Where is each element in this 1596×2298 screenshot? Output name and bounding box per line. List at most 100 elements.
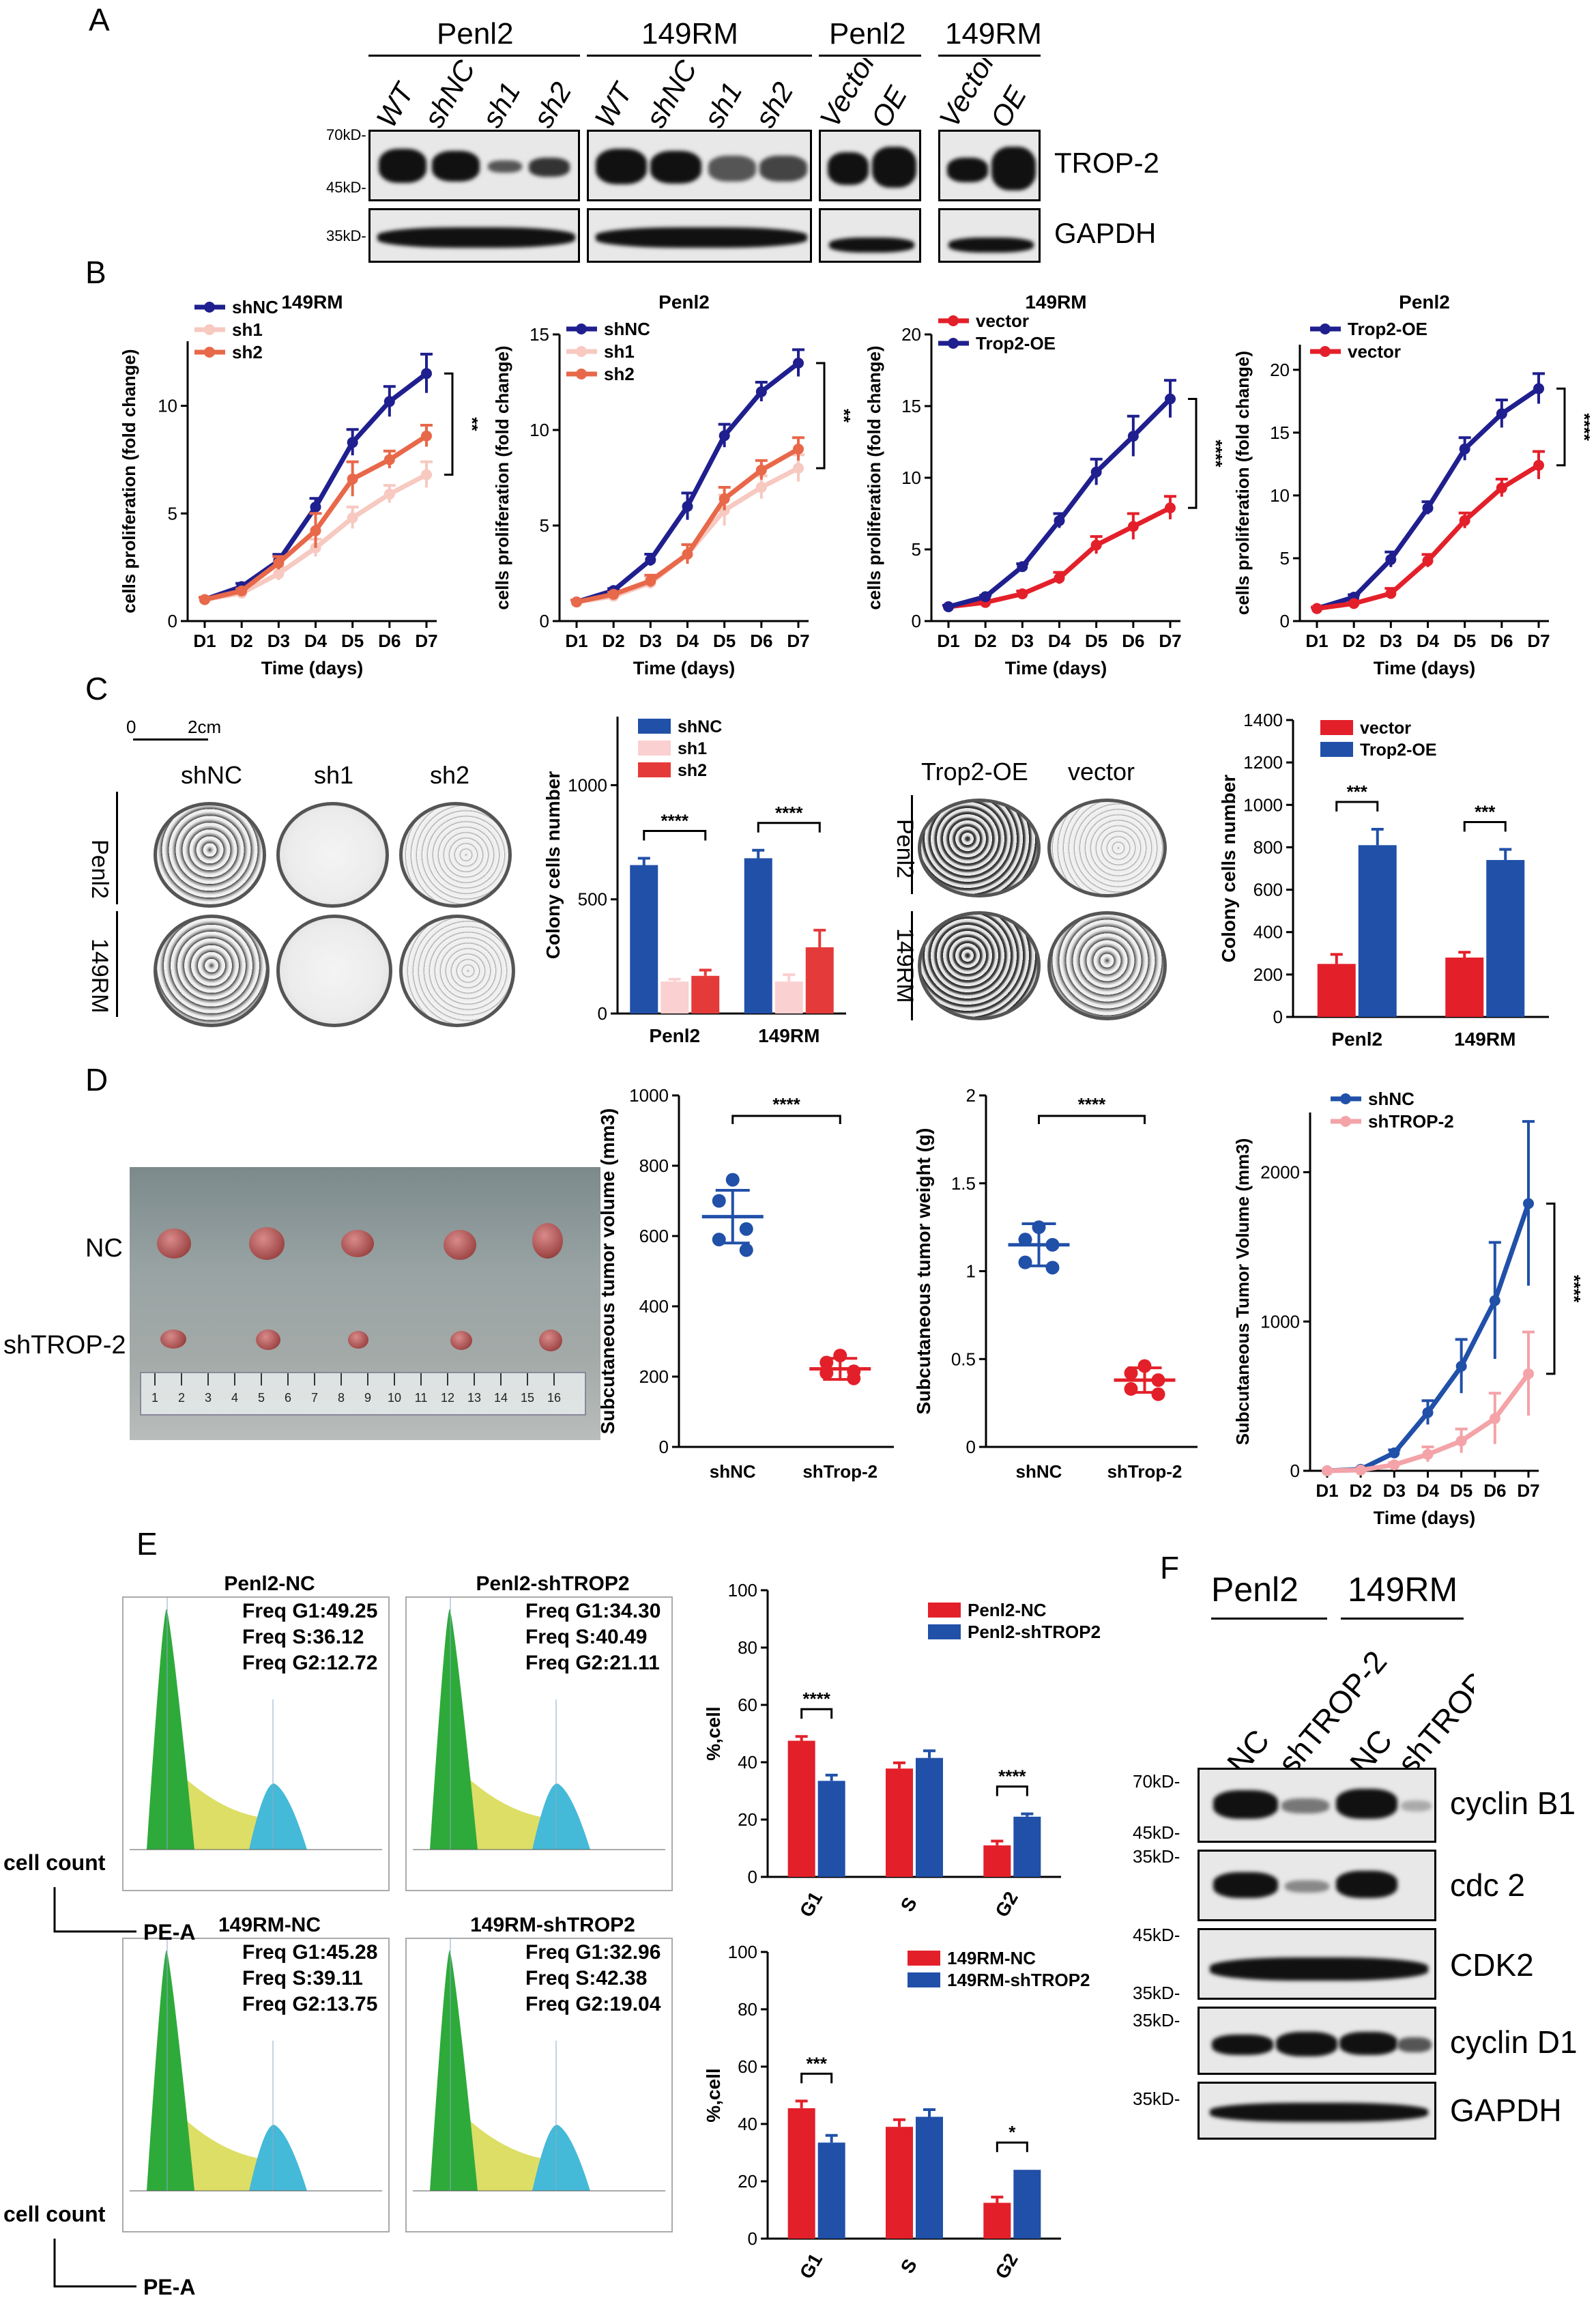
data-point (1127, 521, 1139, 532)
data-point (1455, 1360, 1467, 1372)
scale-start: 0 (126, 717, 136, 737)
significance-bracket (996, 2141, 1028, 2153)
legend-label: shNC (604, 319, 650, 339)
y-tick-label: 15 (1270, 422, 1290, 443)
data-point (1489, 1295, 1500, 1306)
mw-marker: 70kD- (326, 126, 366, 143)
data-point (1523, 1198, 1534, 1209)
group-label: Penl2 (829, 17, 906, 51)
bar (691, 975, 720, 1014)
data-point (793, 358, 804, 369)
ruler-label: 1 (151, 1391, 158, 1405)
blot-cyclin-d1 (1198, 2007, 1436, 2075)
ruler-label: 13 (467, 1391, 481, 1405)
y-tick-label: 500 (578, 889, 607, 910)
freq-label: Freq S:40.49 (525, 1626, 647, 1648)
x-tick-label: S (897, 1893, 921, 1915)
y-tick-label: 2000 (1260, 1162, 1300, 1183)
y-axis-label: Subcutaneous Tumor Volume (mm3) (1232, 1138, 1253, 1446)
freq-label: Freq G2:13.75 (242, 1993, 377, 2015)
ruler-label: 11 (415, 1391, 428, 1405)
chart-title: Penl2 (1399, 291, 1450, 313)
mw-marker: 35kD- (1133, 2010, 1180, 2030)
ruler-label: 4 (231, 1391, 238, 1405)
x-axis-label: Time (days) (633, 658, 736, 678)
data-point (1533, 459, 1544, 471)
x-tick-label: D5 (341, 631, 364, 651)
x-tick-label: G2 (991, 1888, 1022, 1921)
x-tick-label: D2 (603, 631, 625, 651)
significance-label: **** (802, 1689, 830, 1709)
legend-marker (204, 324, 215, 335)
bar (817, 2142, 845, 2239)
y-tick-label: 0 (748, 1867, 757, 1887)
x-tick-label: shNC (1016, 1461, 1062, 1482)
y-tick-label: 1 (966, 1261, 976, 1282)
legend-label: vector (976, 311, 1029, 331)
legend-marker (1340, 1116, 1351, 1127)
chart-d-weight: 0 0.5 1 1.5 2 shNC shTrop-2 **** Subcutaneous tu… (913, 1085, 1198, 1482)
y-tick-label: 0 (659, 1437, 669, 1457)
y-tick-label: 1000 (1243, 794, 1283, 815)
y-axis-label: Subcutaneous tumor volume (mm3) (597, 1108, 618, 1435)
x-axis-label: Time (days) (261, 658, 364, 678)
chart-title: Penl2 (658, 291, 710, 313)
data-point (1422, 1407, 1434, 1418)
x-tick-label: shTrop-2 (802, 1461, 877, 1482)
data-point (1165, 393, 1176, 405)
legend-swatch (638, 719, 671, 734)
legend-swatch (908, 1951, 940, 1966)
x-tick-label: D5 (713, 631, 736, 651)
lane-label: sh2 (749, 76, 800, 132)
data-point (1090, 466, 1102, 478)
data-point (719, 493, 730, 504)
y-tick-label: 80 (738, 1999, 757, 2020)
y-tick-label: 400 (1253, 922, 1283, 943)
ruler: 1 2 3 4 5 6 7 8 9 10 11 12 13 14 15 16 (140, 1372, 586, 1416)
y-tick-label: 40 (738, 1752, 757, 1772)
x-tick-label: D1 (193, 631, 216, 651)
s-phase-area (174, 2109, 273, 2191)
legend-label: sh1 (604, 341, 635, 362)
x-tick-label: shNC (710, 1461, 756, 1482)
data-point (1017, 588, 1028, 600)
x-tick-label: shTrop-2 (1107, 1461, 1183, 1482)
y-tick-label: 1000 (629, 1085, 669, 1106)
y-tick-label: 0 (168, 611, 177, 631)
data-point (1127, 431, 1139, 442)
ruler-label: 3 (205, 1391, 212, 1405)
y-tick-label: 80 (738, 1637, 757, 1658)
data-point (1422, 555, 1434, 566)
legend-marker (948, 315, 959, 326)
freq-label: Freq G2:19.04 (525, 1993, 661, 2015)
y-tick-label: 800 (1253, 837, 1283, 857)
y-tick-label: 10 (1270, 485, 1290, 506)
legend-marker (576, 346, 587, 357)
lane-label: WT (370, 76, 421, 133)
y-axis-label: Colony cells number (542, 771, 564, 959)
x-tick-label: D2 (1350, 1480, 1372, 1501)
data-point (1496, 482, 1507, 493)
scale-label: 2cm (188, 717, 222, 737)
g1-peak (430, 1609, 478, 1850)
data-point (682, 549, 693, 560)
ruler-label: 8 (338, 1391, 345, 1405)
blot-trop2 (587, 130, 812, 201)
y-tick-label: 60 (738, 1695, 757, 1715)
y-tick-label: 200 (1253, 964, 1283, 985)
y-tick-label: 5 (168, 503, 177, 523)
ruler-label: 16 (547, 1391, 561, 1405)
data-point (682, 501, 693, 512)
blot-trop2 (819, 130, 921, 201)
lane-label: sh2 (527, 76, 578, 132)
data-point (1459, 515, 1470, 526)
colony-dish (276, 802, 389, 908)
data-point (739, 1222, 753, 1236)
lane-label: shNC (418, 58, 482, 133)
chart-c-colony-oe: 0 200 400 600 800 1000 1200 1400 Penl2 *** 149RM **… (1218, 710, 1549, 1050)
col-label: sh1 (314, 761, 354, 789)
group-underline (587, 55, 812, 57)
bar (805, 947, 834, 1014)
colony-dish (399, 915, 515, 1027)
bar (1358, 845, 1397, 1017)
